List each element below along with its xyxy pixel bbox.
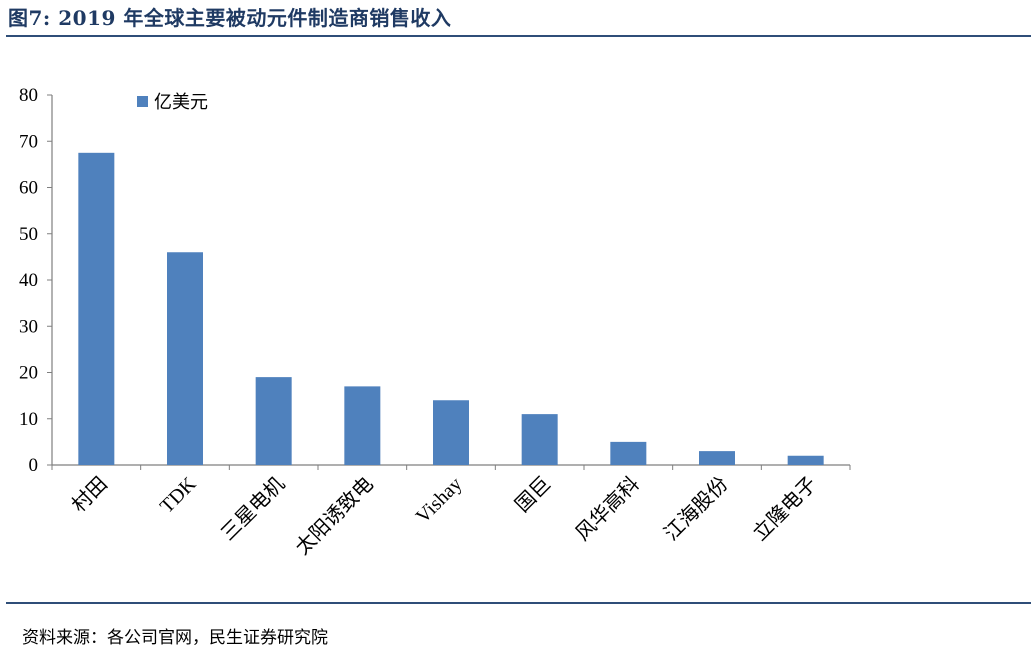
y-tick-label: 70: [19, 131, 38, 152]
y-tick-label: 30: [19, 316, 38, 337]
bar: [699, 451, 735, 465]
bar-chart: 0 10 20 30 40 50 60 70 80 村田 TDK 三星电机 太阳诱致电 Vishay 国巨风…: [19, 85, 851, 560]
bar: [255, 377, 292, 465]
x-category-label: TDK: [156, 473, 201, 518]
y-tick-label: 20: [19, 363, 38, 384]
y-tick-label: 40: [19, 270, 38, 291]
figure-title: 图7: 2019 年全球主要被动元件制造商销售收入: [8, 6, 452, 30]
x-category-label: 国巨: [510, 472, 555, 517]
y-tick-label: 60: [19, 178, 38, 199]
source-note: 资料来源：各公司官网，民生证券研究院: [22, 628, 328, 648]
top-divider: [6, 35, 1031, 37]
x-category-label: Vishay: [412, 473, 467, 528]
y-tick-label: 50: [19, 224, 38, 245]
bar: [521, 414, 558, 465]
x-category-label: 立隆电子: [748, 472, 822, 546]
bar: [344, 386, 381, 465]
bar: [167, 252, 203, 465]
bar: [787, 455, 824, 465]
x-category-label: 风华高科: [570, 472, 644, 546]
x-category-label: 村田: [67, 472, 112, 517]
x-category-label: 太阳诱致电: [290, 472, 378, 560]
bar: [433, 400, 469, 465]
y-tick-label: 0: [29, 455, 39, 476]
legend-swatch: [137, 96, 148, 107]
y-tick-label: 80: [19, 85, 38, 106]
x-category-label: 江海股份: [659, 472, 733, 546]
bar: [78, 152, 115, 465]
x-category-label: 三星电机: [216, 472, 290, 546]
y-tick-label: 10: [19, 409, 38, 430]
legend-label: 亿美元: [154, 92, 208, 113]
bottom-divider: [6, 602, 1031, 604]
bar: [610, 441, 647, 465]
